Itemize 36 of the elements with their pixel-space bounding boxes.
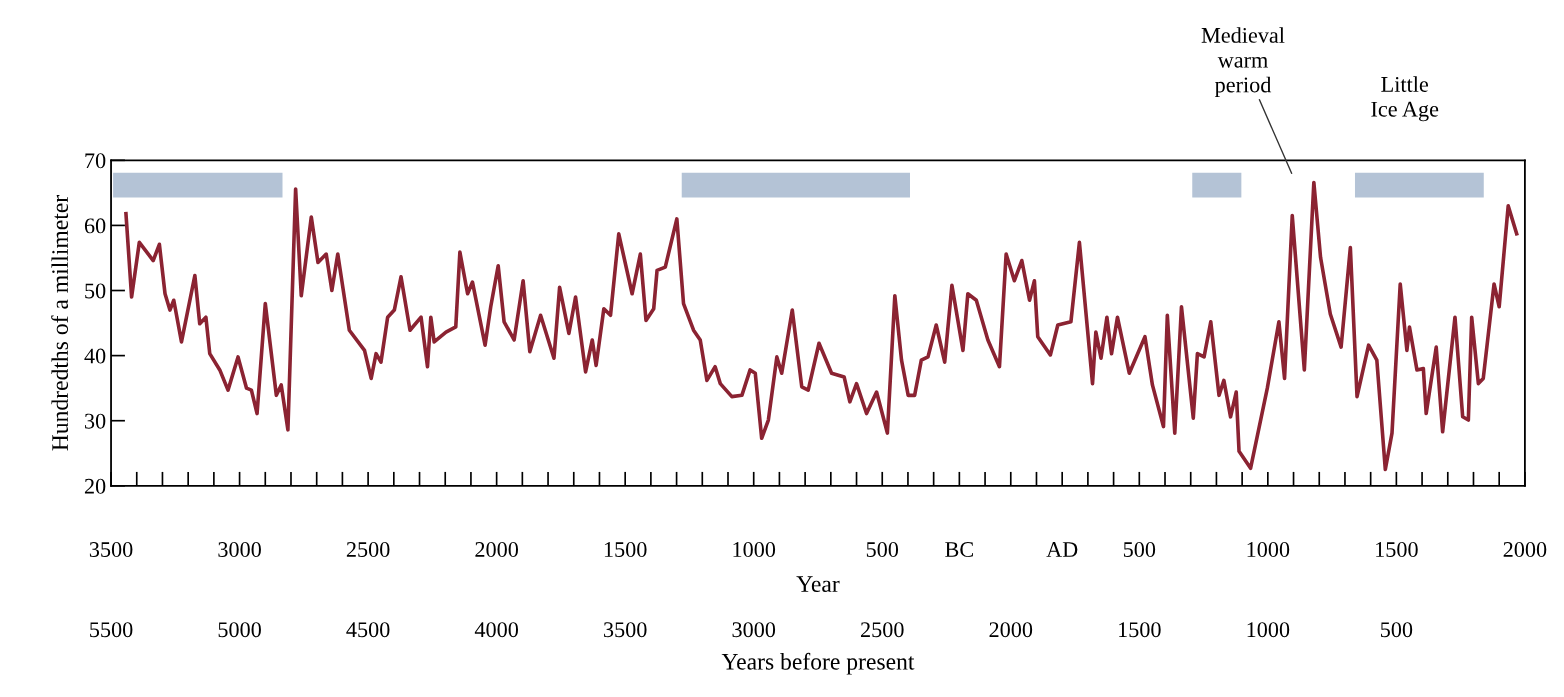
- x-tick-label: 2000: [1503, 542, 1547, 557]
- text: Little Ice Age: [1371, 76, 1439, 122]
- x2-tick-label: 3500: [604, 622, 647, 638]
- x2-tick-label: 3000: [732, 622, 776, 638]
- x2-tick-label: 5500: [90, 622, 133, 638]
- y-tick-label: 20: [84, 478, 106, 494]
- x2-tick-label: 500: [1380, 622, 1413, 638]
- line-series: [124, 180, 1519, 472]
- y-tick-label: 40: [84, 348, 106, 364]
- x-tick-label: BC: [945, 542, 973, 557]
- x2-tick-label: 4000: [474, 622, 519, 638]
- x2-tick-label: 1500: [1119, 622, 1161, 638]
- x2-tick-label: 4500: [346, 622, 390, 638]
- x-tick-label: 1000: [1247, 542, 1290, 557]
- x-tick-label: 3000: [218, 542, 261, 557]
- x2-tick-label: 1000: [1247, 622, 1290, 638]
- y-tick-label: 50: [85, 283, 106, 299]
- x-tick-label: 3500: [89, 542, 133, 557]
- x-tick-label: 1500: [1376, 542, 1418, 557]
- x-tick-label: 2000: [475, 542, 519, 557]
- x2-tick-label: 2500: [860, 622, 904, 638]
- y-tick-label: 60: [84, 218, 106, 234]
- y-axis-title: Hundredths of a millimeter: [51, 195, 69, 451]
- y-tick-label: 70: [85, 153, 106, 169]
- x-axis-title: Year: [796, 576, 840, 593]
- text: Medieval warm period: [1201, 27, 1285, 97]
- y-tick-label: 30: [85, 413, 106, 429]
- x-tick-label: AD: [1046, 542, 1078, 557]
- x-tick-label: 500: [1123, 542, 1156, 557]
- x-tick-label: 1500: [604, 542, 647, 557]
- x2-tick-label: 2000: [989, 622, 1033, 638]
- x2-tick-label: 5000: [218, 622, 261, 638]
- x-tick-label: 2500: [346, 542, 390, 557]
- x-tick-label: 500: [866, 542, 899, 557]
- x-tick-label: 1000: [733, 542, 776, 557]
- x2-axis-title: Years before present: [721, 652, 915, 675]
